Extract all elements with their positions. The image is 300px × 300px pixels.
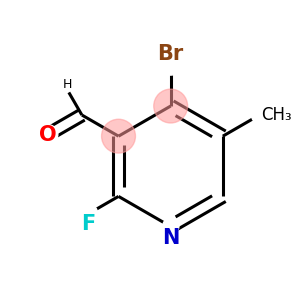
- Circle shape: [102, 119, 135, 153]
- Text: O: O: [39, 124, 57, 145]
- Circle shape: [163, 218, 179, 235]
- Text: CH₃: CH₃: [261, 106, 292, 124]
- Circle shape: [38, 125, 58, 144]
- Circle shape: [83, 206, 98, 220]
- Text: H: H: [62, 78, 72, 91]
- Text: N: N: [162, 228, 179, 248]
- Circle shape: [251, 107, 268, 123]
- Text: Br: Br: [158, 44, 184, 64]
- Text: F: F: [82, 214, 96, 234]
- Circle shape: [163, 59, 179, 75]
- Circle shape: [154, 89, 188, 123]
